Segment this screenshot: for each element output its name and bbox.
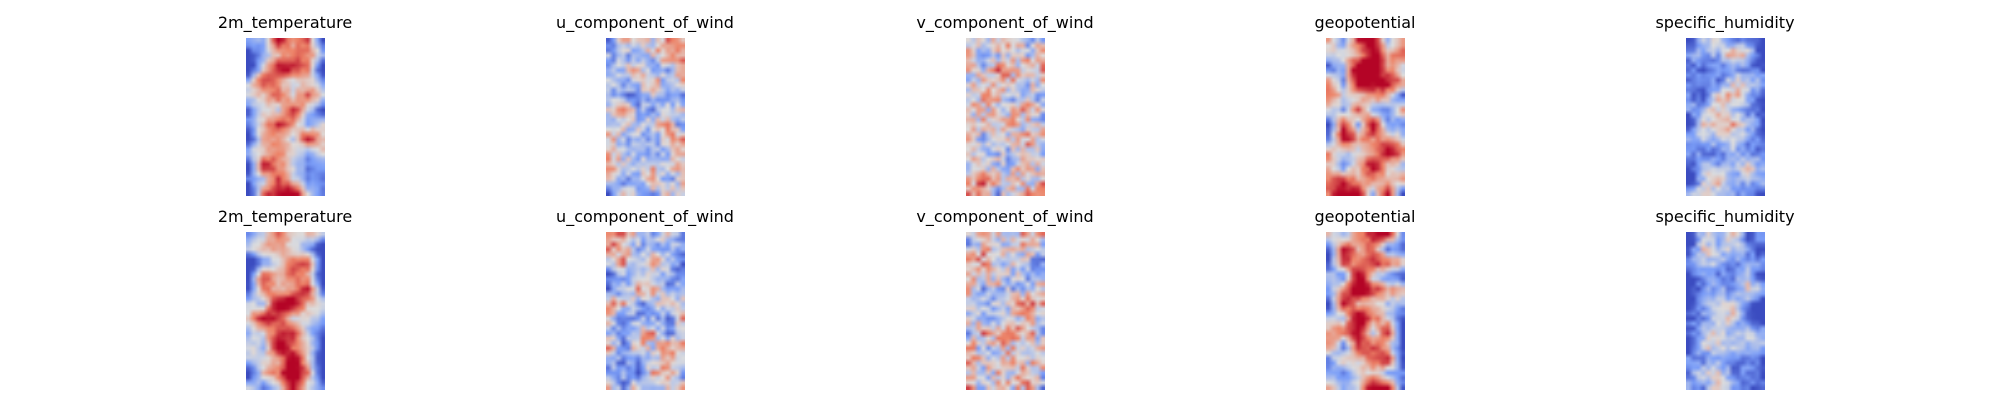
- heatmap-image: [1686, 232, 1765, 390]
- panel-title: u_component_of_wind: [556, 13, 734, 33]
- panel-title: geopotential: [1315, 13, 1416, 32]
- panel-title: 2m_temperature: [218, 13, 352, 33]
- panel-title: specific_humidity: [1655, 13, 1794, 33]
- heatmap-panel-r2c1: 2m_temperature: [218, 207, 352, 390]
- panel-title: v_component_of_wind: [916, 13, 1093, 33]
- heatmap-image: [1326, 232, 1405, 390]
- heatmap-grid: 2m_temperature u_component_of_wind v_compo…: [218, 13, 1795, 390]
- heatmap-image: [1326, 38, 1405, 196]
- heatmap-image: [606, 232, 685, 390]
- heatmap-panel-r1c1: 2m_temperature: [218, 13, 352, 196]
- heatmap-panel-r2c5: specific_humidity: [1655, 207, 1795, 390]
- heatmap-image: [966, 38, 1045, 196]
- heatmap-image: [246, 38, 325, 196]
- panel-title: v_component_of_wind: [916, 207, 1093, 227]
- panel-title: 2m_temperature: [218, 207, 352, 227]
- heatmap-panel-r1c4: geopotential: [1315, 13, 1416, 196]
- heatmap-image: [966, 232, 1045, 390]
- heatmap-panel-r2c3: v_component_of_wind: [916, 207, 1094, 390]
- heatmap-panel-r1c2: u_component_of_wind: [556, 13, 734, 196]
- heatmap-panel-r2c2: u_component_of_wind: [556, 207, 734, 390]
- panel-title: u_component_of_wind: [556, 207, 734, 227]
- heatmap-panel-r1c5: specific_humidity: [1655, 13, 1795, 196]
- heatmap-panel-r2c4: geopotential: [1315, 207, 1416, 390]
- heatmap-image: [606, 38, 685, 196]
- heatmap-panel-r1c3: v_component_of_wind: [916, 13, 1094, 196]
- panel-title: specific_humidity: [1655, 207, 1794, 227]
- heatmap-image: [1686, 38, 1765, 196]
- heatmap-image: [246, 232, 325, 390]
- panel-title: geopotential: [1315, 207, 1416, 226]
